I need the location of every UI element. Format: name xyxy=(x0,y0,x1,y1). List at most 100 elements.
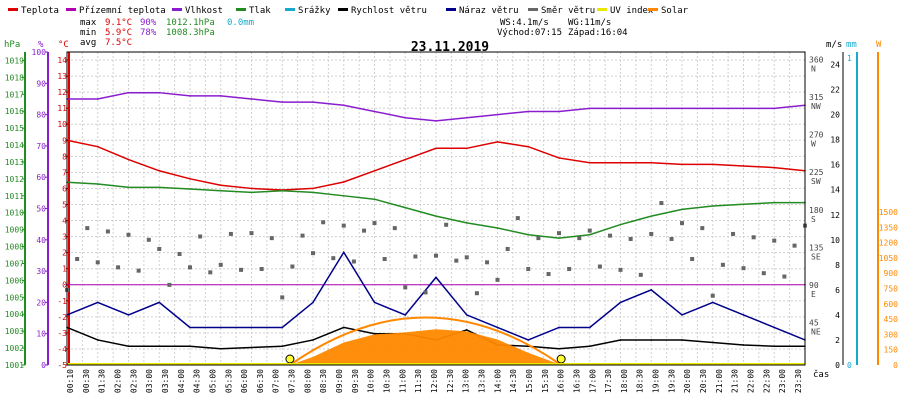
time-tick-label: 19:30 xyxy=(667,369,676,393)
wind-direction-point xyxy=(700,226,705,231)
series-rychlost-v-tru-point xyxy=(650,339,653,341)
series-vlhkost-point xyxy=(496,113,499,116)
time-tick-label: 00:10 xyxy=(66,369,75,393)
wind-direction-point xyxy=(218,262,223,267)
celsius-axis-tick-label: -2 xyxy=(57,313,67,322)
stats-row-label: min xyxy=(80,28,96,38)
watts-tick-label: 1200 xyxy=(879,239,898,248)
series-tlak-point xyxy=(619,223,622,226)
series-rychlost-v-tru-point xyxy=(619,339,622,341)
hpa-axis-tick-label: 1012 xyxy=(5,175,24,184)
series-tlak-point xyxy=(496,227,499,229)
series-teplota-point xyxy=(619,161,622,164)
wind-direction-point xyxy=(464,255,469,260)
percent-axis-tick-label: 0 xyxy=(41,361,46,370)
wind-direction-point xyxy=(403,285,408,290)
stats-wind-gust: WG:11m/s xyxy=(568,18,611,28)
series-rychlost-v-tru-point xyxy=(281,345,284,348)
watts-tick-label: 1050 xyxy=(879,254,898,263)
hpa-axis-tick-label: 1008 xyxy=(5,243,24,252)
direction-tick-deg: 360 xyxy=(809,56,824,65)
right-axes: 45NE90E135SE180S225SW270W315NW360Nm/s024… xyxy=(809,40,898,370)
series-tlak-point xyxy=(404,206,407,209)
legend-swatch xyxy=(285,8,295,11)
stats-sunset: Západ:16:04 xyxy=(568,28,628,38)
ms-tick-label: 18 xyxy=(830,136,840,145)
wind-direction-point xyxy=(782,274,787,279)
hpa-axis-tick-label: 1010 xyxy=(5,209,24,218)
direction-tick-name: SE xyxy=(811,252,821,261)
hpa-axis-tick-label: 1016 xyxy=(5,107,24,116)
legend-swatch xyxy=(66,8,76,11)
series-tlak-point xyxy=(219,189,222,192)
wind-direction-point xyxy=(567,267,572,272)
time-tick-label: 01:30 xyxy=(98,369,107,393)
celsius-axis-tick-label: 6 xyxy=(62,184,67,193)
hpa-axis-tick-label: 1015 xyxy=(5,124,24,133)
hpa-axis-tick-label: 1011 xyxy=(5,192,24,201)
hpa-axis-tick-label: 1013 xyxy=(5,158,24,167)
series-tlak-point xyxy=(681,208,683,211)
celsius-axis-tick-label: 1 xyxy=(62,265,67,274)
wind-direction-point xyxy=(577,236,582,241)
stats-temp: 7.5°C xyxy=(105,38,132,48)
percent-axis-tick-label: 70 xyxy=(36,142,46,151)
series-teplota-point xyxy=(496,141,499,143)
wind-direction-point xyxy=(710,293,715,298)
hpa-axis-tick-label: 1004 xyxy=(5,310,24,319)
series-n-raz-v-tru-point xyxy=(588,326,591,329)
direction-tick-name: E xyxy=(811,290,816,299)
series-rychlost-v-tru-point xyxy=(219,347,222,350)
hpa-axis-tick-label: 1001 xyxy=(5,361,24,370)
legend-swatch xyxy=(648,8,658,11)
sunset-marker xyxy=(556,354,566,364)
series-tlak-point xyxy=(773,201,776,204)
percent-axis-tick-label: 80 xyxy=(36,111,46,120)
wind-direction-point xyxy=(792,243,797,248)
time-tick-label: 19:00 xyxy=(652,369,661,393)
direction-tick-deg: 45 xyxy=(809,318,819,327)
wind-direction-point xyxy=(638,272,643,277)
time-tick-label: 12:30 xyxy=(446,369,455,393)
series-n-raz-v-tru-point xyxy=(773,326,776,329)
wind-direction-point xyxy=(208,270,213,275)
series-vlhkost-point xyxy=(711,107,714,110)
wind-direction-point xyxy=(434,253,438,258)
wind-direction-point xyxy=(474,291,479,296)
series-vlhkost-point xyxy=(742,107,745,110)
wind-direction-point xyxy=(269,236,274,241)
series-n-raz-v-tru-point xyxy=(219,326,222,329)
time-axis-unit: čas xyxy=(813,369,829,380)
wind-direction-point xyxy=(321,220,326,225)
series-tlak-point xyxy=(558,237,560,239)
chart-title: 23.11.2019 xyxy=(411,40,489,55)
series-tlak-point xyxy=(711,205,714,207)
wind-direction-point xyxy=(608,233,613,238)
stats-humidity: 78% xyxy=(140,28,157,38)
legend-label: Solar xyxy=(661,6,689,16)
wind-direction-point xyxy=(290,264,295,269)
wind-direction-point xyxy=(341,223,346,228)
series-teplota-point xyxy=(250,187,253,190)
celsius-axis-tick-label: 12 xyxy=(57,88,67,97)
watts-axis-unit: W xyxy=(876,40,882,50)
series-teplota-point xyxy=(189,178,191,180)
ms-tick-label: 2 xyxy=(835,336,840,345)
mm-axis-unit: mm xyxy=(846,40,857,50)
series-rychlost-v-tru-point xyxy=(465,329,468,331)
hpa-axis-tick-label: 1017 xyxy=(5,90,24,99)
series-n-raz-v-tru-point xyxy=(373,301,376,304)
hpa-axis-unit: hPa xyxy=(4,40,20,50)
series-teplota-point xyxy=(312,187,314,190)
hpa-axis-tick-label: 1005 xyxy=(5,293,24,302)
series-teplota-point xyxy=(465,147,468,150)
ms-tick-label: 8 xyxy=(835,261,840,270)
wind-direction-point xyxy=(618,267,623,272)
watts-tick-label: 300 xyxy=(884,330,899,339)
ms-tick-label: 24 xyxy=(830,61,840,70)
series-rychlost-v-tru-point xyxy=(312,339,314,341)
celsius-axis-tick-label: 8 xyxy=(62,152,67,161)
direction-tick-deg: 225 xyxy=(809,168,824,177)
time-tick-label: 06:00 xyxy=(240,369,249,393)
time-tick-label: 12:00 xyxy=(430,369,439,393)
